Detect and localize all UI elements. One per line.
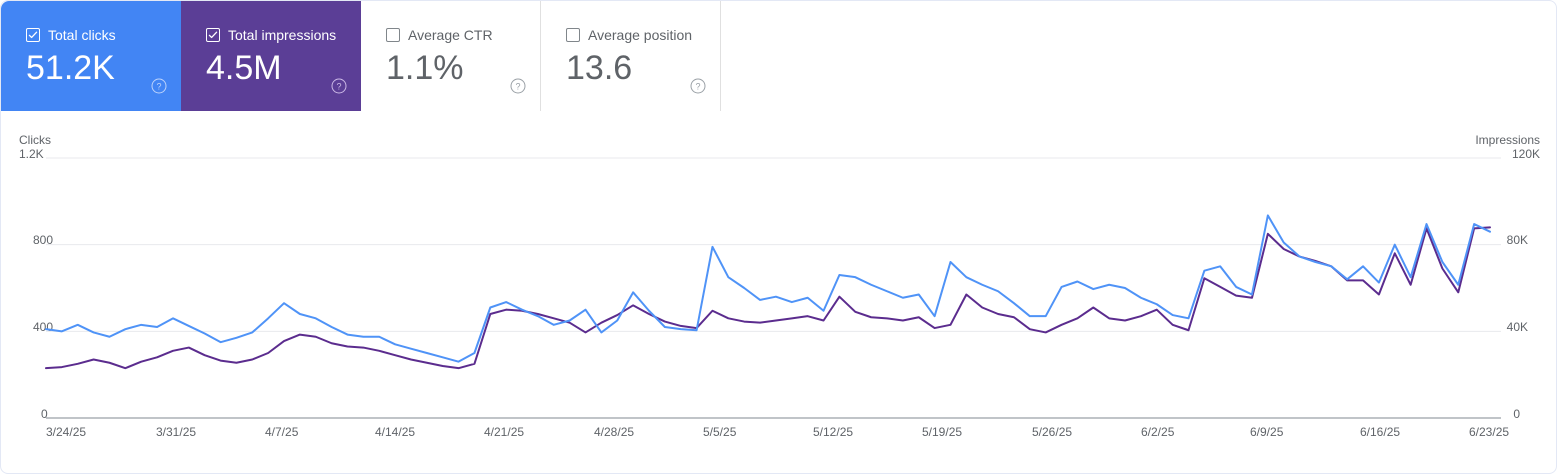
svg-text:?: ?	[515, 81, 520, 91]
svg-text:?: ?	[156, 81, 161, 91]
svg-text:?: ?	[695, 81, 700, 91]
svg-text:?: ?	[336, 81, 341, 91]
